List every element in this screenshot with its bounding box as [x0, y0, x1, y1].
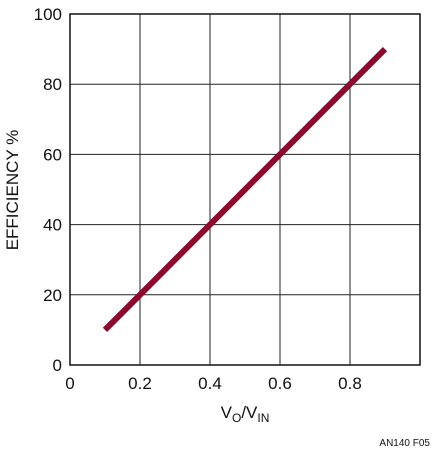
y-tick-label: 100 [34, 5, 62, 24]
y-tick-label: 60 [43, 145, 62, 164]
y-tick-label: 40 [43, 216, 62, 235]
plot-frame [69, 13, 421, 366]
x-axis-label: VO/VIN [221, 403, 270, 425]
series-layer [102, 46, 388, 333]
y-tick-label: 20 [43, 286, 62, 305]
x-tick-labels: 0 0.2 0.4 0.6 0.8 [65, 374, 362, 393]
y-tick-label: 0 [53, 356, 62, 375]
x-tick-label: 0 [65, 374, 74, 393]
y-tick-labels: 0 20 40 60 80 100 [34, 5, 62, 375]
y-tick-label: 80 [43, 75, 62, 94]
series-line [102, 46, 388, 333]
y-axis-label: EFFICIENCY % [3, 130, 22, 251]
figure-id: AN140 F05 [379, 438, 430, 449]
x-tick-label: 0.8 [338, 374, 362, 393]
x-tick-label: 0.2 [128, 374, 152, 393]
x-tick-label: 0.4 [198, 374, 222, 393]
x-tick-label: 0.6 [268, 374, 292, 393]
